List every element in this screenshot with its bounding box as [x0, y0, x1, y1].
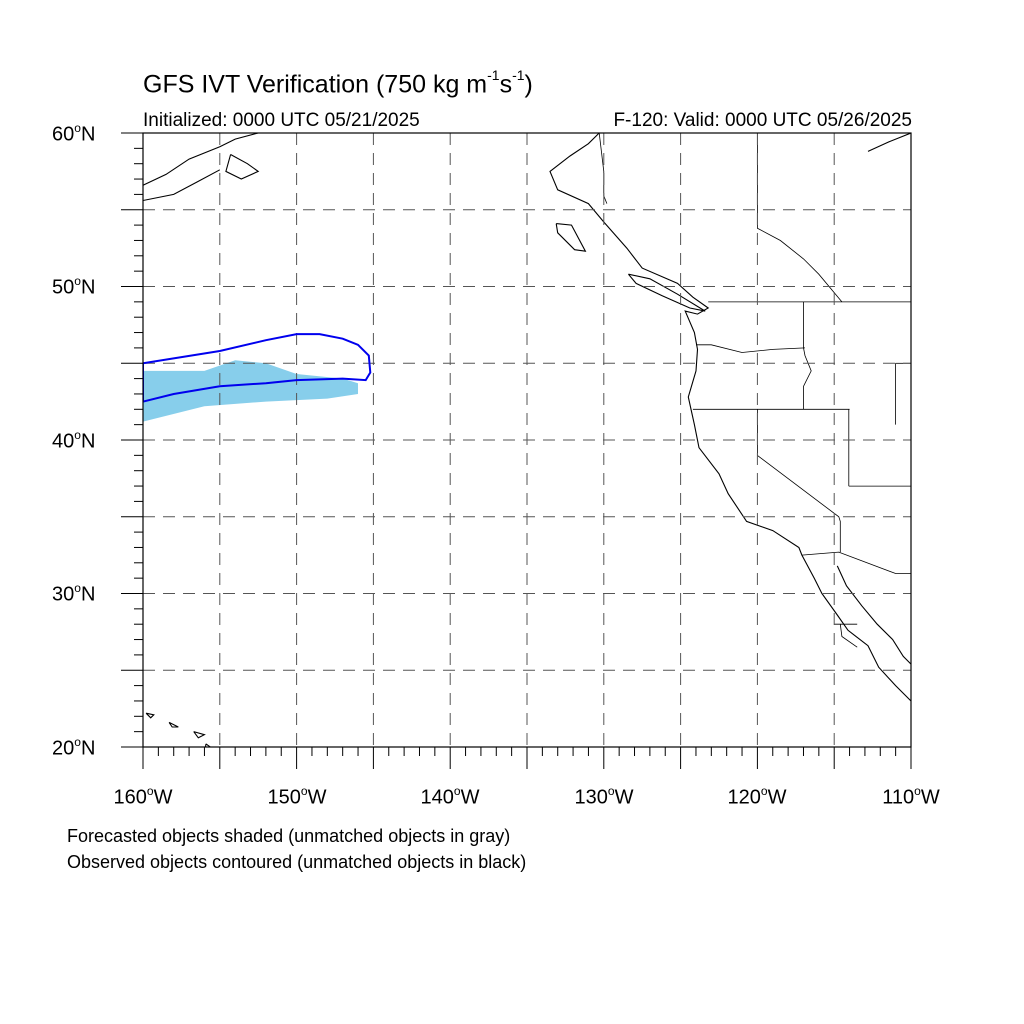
- lat-label-20n: 20oN: [52, 735, 96, 760]
- boundary-wa-or: [696, 344, 806, 353]
- init-time-label: Initialized: 0000 UTC 05/21/2025: [143, 110, 420, 131]
- lon-label-130w: 130oW: [574, 784, 634, 809]
- observed-object-contour: [143, 333, 372, 403]
- lon-label-160w: 160oW: [113, 784, 173, 809]
- boundary-ca-nv: [757, 409, 841, 553]
- lat-label-40n: 40oN: [52, 428, 96, 453]
- coastline-alaska-south: [143, 169, 221, 202]
- lat-label-30n: 30oN: [52, 581, 96, 606]
- chart-title: GFS IVT Verification (750 kg m-1s-1): [143, 67, 533, 99]
- coastline-hawaii-maui: [193, 731, 206, 739]
- note-forecast: Forecasted objects shaded (unmatched obj…: [67, 826, 511, 846]
- boundary-mexico-inner: [839, 624, 858, 648]
- lat-label-60n: 60oN: [52, 121, 96, 146]
- coastline-gulf-east-coast: [836, 565, 911, 665]
- plot-frame: [142, 132, 912, 748]
- coastline-west-coast: [549, 133, 911, 702]
- coastline-hudson-east: [867, 133, 911, 152]
- title-sup1: -1: [487, 67, 500, 83]
- title-sup2: -1: [512, 67, 525, 83]
- lon-label-110w: 110oW: [882, 784, 940, 809]
- note-observed: Observed objects contoured (unmatched ob…: [67, 852, 527, 872]
- lat-label-50n: 50oN: [52, 274, 96, 299]
- boundary-bc-ab: [757, 133, 843, 303]
- coastline-hawaii-kauai: [145, 712, 155, 719]
- title-main: GFS IVT Verification (750 kg m: [143, 70, 488, 99]
- coastline-haida-gwaii: [555, 223, 587, 252]
- title-end: ): [524, 70, 533, 99]
- coastline-alaska-peninsula: [143, 133, 259, 186]
- boundary-bc-ak-border: [598, 133, 608, 204]
- lon-label-140w: 140oW: [420, 784, 480, 809]
- coastline-vancouver-island: [627, 273, 706, 312]
- title-mid: s: [499, 70, 513, 99]
- coastline-kodiak: [225, 154, 260, 180]
- coastline-hawaii-oahu: [168, 721, 179, 728]
- valid-time-label: F-120: Valid: 0000 UTC 05/26/2025: [613, 110, 912, 131]
- boundary-us-mexico: [801, 551, 911, 574]
- lon-label-120w: 120oW: [727, 784, 787, 809]
- lon-label-150w: 150oW: [267, 784, 327, 809]
- boundary-idaho-west: [803, 301, 812, 410]
- forecast-object-shaded: [143, 360, 358, 422]
